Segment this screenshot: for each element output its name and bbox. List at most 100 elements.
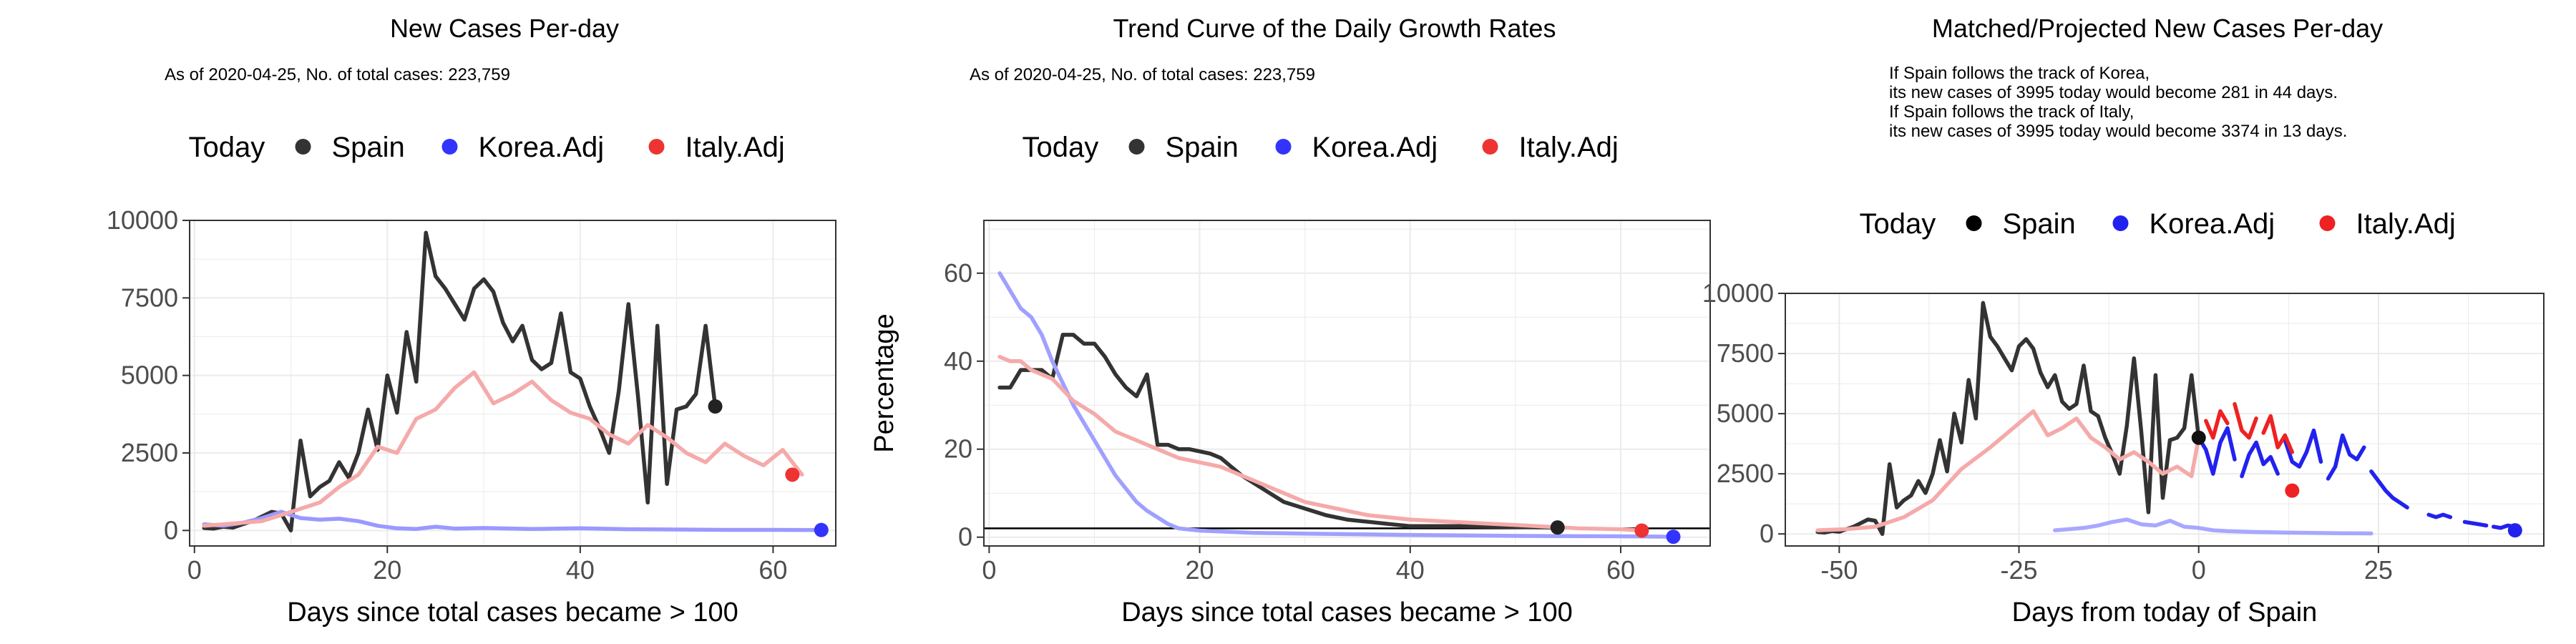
y-tick-label: 7500 (121, 283, 178, 312)
legend-key (295, 139, 311, 155)
chart-title: Matched/Projected New Cases Per-day (1932, 14, 2383, 43)
plot-background (190, 220, 836, 546)
series-line-korea-adj-projected (2283, 428, 2323, 469)
x-tick-label: 0 (2192, 555, 2206, 585)
chart-subtitle-line: its new cases of 3995 today would become… (1889, 122, 2347, 141)
x-tick-label: 0 (187, 555, 202, 585)
legend-label: Spain (332, 132, 405, 163)
series-line-korea-adj (202, 509, 824, 532)
y-tick-label: 5000 (121, 361, 178, 390)
legend: Today Spain Korea.Adj Italy.Adj (1023, 132, 1619, 163)
legend: Today Spain Korea.Adj Italy.Adj (1860, 208, 2456, 240)
chart-subtitle-line: its new cases of 3995 today would become… (1889, 83, 2338, 102)
y-tick-label: 5000 (1717, 399, 1774, 428)
axes: -50 -25 0 25 0 2500 5000 7500 10000 (1702, 278, 2393, 585)
legend-label: Italy.Adj (686, 132, 785, 163)
series-line-korea-adj (997, 271, 1676, 539)
series-line-korea-adj-projected (2369, 469, 2409, 509)
series-line-italy-adj-projected (2204, 409, 2230, 440)
chart-panel-3: Matched/Projected New Cases Per-day If Sp… (1702, 14, 2545, 628)
today-point-italy-adj (2285, 483, 2300, 498)
legend-key (2112, 215, 2129, 231)
x-tick-label: 60 (1606, 555, 1635, 585)
today-point-korea-adj (814, 522, 829, 537)
x-tick-label: 40 (566, 555, 595, 585)
x-axis-title: Days since total cases became > 100 (287, 597, 738, 628)
axes: 0 20 40 60 0 20 40 60 (944, 258, 1635, 585)
today-point-italy-adj (1634, 523, 1649, 538)
x-tick-label: 25 (2364, 555, 2393, 585)
chart-subtitle-line: As of 2020-04-25, No. of total cases: 22… (970, 65, 1315, 84)
chart-subtitle-line: As of 2020-04-25, No. of total cases: 22… (165, 65, 510, 84)
legend: Today Spain Korea.Adj Italy.Adj (189, 132, 785, 163)
legend-label: Spain (2003, 208, 2076, 240)
x-tick-label: 60 (758, 555, 787, 585)
today-point-korea-adj (1666, 530, 1681, 545)
y-tick-label: 2500 (1717, 459, 1774, 488)
today-point-spain (708, 399, 723, 414)
chart-title: New Cases Per-day (390, 14, 619, 43)
today-point-korea-adj (2507, 523, 2522, 538)
x-tick-label: 20 (373, 555, 401, 585)
series-line-spain (997, 333, 1560, 530)
series-line-italy-adj (1815, 409, 2201, 532)
plot-border (189, 220, 836, 547)
series-line-italy-adj-projected (2233, 401, 2258, 440)
legend-key (2319, 215, 2336, 231)
x-tick-label: -25 (2001, 555, 2038, 585)
series-line-korea-adj (2053, 517, 2373, 536)
legend-key (1966, 215, 1982, 231)
legend-label: Korea.Adj (479, 132, 605, 163)
series-layer (1815, 301, 2517, 536)
legend-key (1482, 139, 1498, 155)
series-layer (202, 230, 824, 533)
legend-key (1128, 139, 1145, 155)
y-tick-label: 2500 (121, 438, 178, 467)
plot-background (984, 220, 1710, 546)
legend-label: Korea.Adj (2150, 208, 2275, 240)
y-tick-label: 60 (944, 258, 972, 288)
gridlines (984, 220, 1710, 546)
plot-border (983, 220, 1711, 547)
legend-key (441, 139, 458, 155)
today-point-spain (1550, 520, 1565, 535)
gridlines (190, 220, 836, 546)
legend-key (648, 139, 665, 155)
x-tick-label: 40 (1396, 555, 1425, 585)
series-line-spain (202, 230, 718, 533)
y-tick-label: 10000 (1702, 278, 1774, 308)
y-tick-label: 0 (958, 522, 972, 552)
x-axis-title: Days since total cases became > 100 (1121, 597, 1573, 628)
series-line-italy-adj-projected (2261, 414, 2295, 454)
legend-title: Today (1860, 208, 1936, 240)
y-tick-label: 7500 (1717, 338, 1774, 368)
legend-label: Italy.Adj (1519, 132, 1619, 163)
axes: 0 20 40 60 0 2500 5000 7500 10000 (107, 205, 788, 585)
series-line-spain (1815, 301, 2201, 536)
series-line-korea-adj-projected (2240, 440, 2280, 479)
chart-panel-1: New Cases Per-day As of 2020-04-25, No. o… (107, 14, 836, 628)
x-tick-label: -50 (1820, 555, 1858, 585)
today-point-spain (2191, 430, 2206, 445)
series-line-italy-adj (997, 354, 1644, 533)
legend-label: Italy.Adj (2356, 208, 2456, 240)
y-tick-label: 20 (944, 434, 972, 464)
legend-title: Today (1023, 132, 1099, 163)
today-point-italy-adj (785, 467, 800, 482)
series-line-italy-adj (202, 370, 804, 528)
legend-label: Korea.Adj (1312, 132, 1438, 163)
chart-subtitle-line: If Spain follows the track of Korea, (1889, 64, 2150, 83)
series-layer (997, 271, 1676, 539)
chart-panel-2: Trend Curve of the Daily Growth Rates As … (869, 14, 1711, 628)
x-tick-label: 0 (982, 555, 996, 585)
series-line-korea-adj-projected (2326, 433, 2366, 481)
legend-key (1275, 139, 1292, 155)
y-tick-label: 10000 (107, 205, 178, 235)
plot-border (1785, 293, 2545, 547)
chart-title: Trend Curve of the Daily Growth Rates (1113, 14, 1556, 43)
y-tick-label: 0 (1760, 519, 1774, 548)
y-tick-label: 40 (944, 346, 972, 376)
x-axis-title: Days from today of Spain (2012, 597, 2318, 628)
